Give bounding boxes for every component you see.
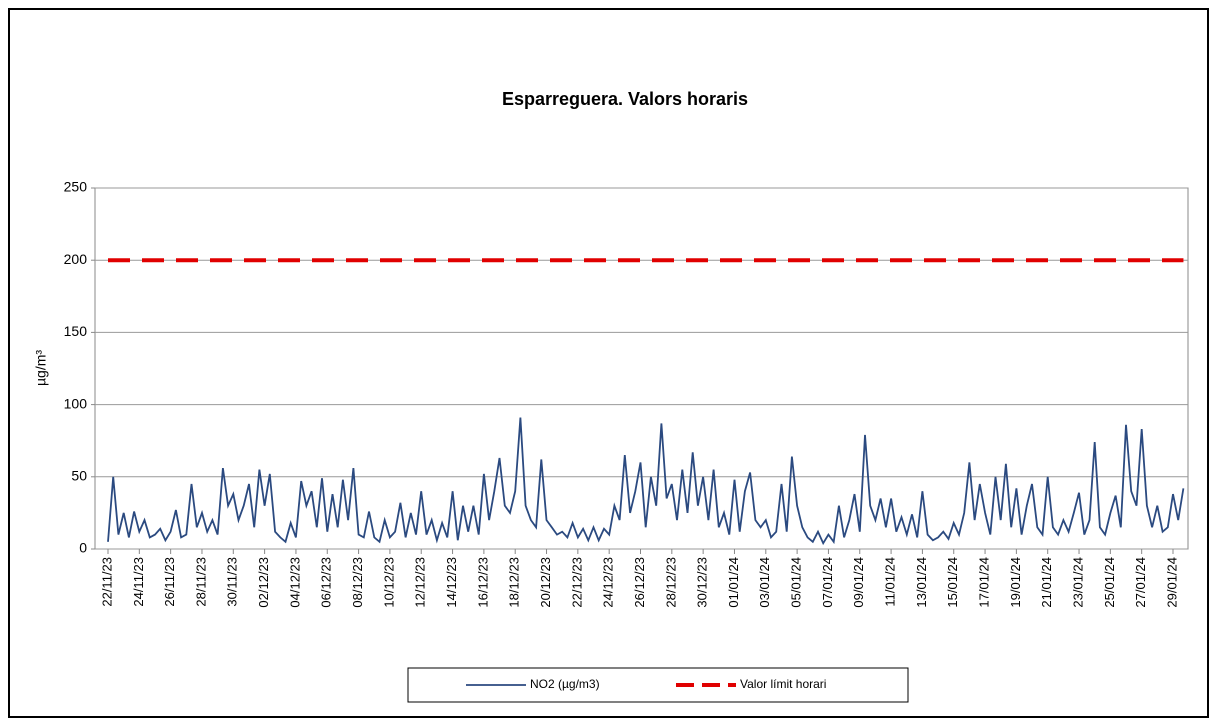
y-tick-label: 200 bbox=[64, 251, 88, 267]
x-tick-label: 23/01/24 bbox=[1070, 557, 1085, 608]
x-tick-label: 17/01/24 bbox=[976, 557, 991, 608]
data-line bbox=[107, 417, 1185, 546]
x-tick-label: 30/11/23 bbox=[225, 557, 240, 607]
y-tick-label: 250 bbox=[64, 179, 88, 195]
plot-area bbox=[94, 187, 1189, 550]
x-tick-label: 26/11/23 bbox=[162, 557, 177, 607]
x-tick-label: 15/01/24 bbox=[945, 557, 960, 608]
x-tick-label: 01/01/24 bbox=[726, 557, 741, 608]
x-tick-label: 19/01/24 bbox=[1008, 557, 1023, 608]
x-tick-label: 24/11/23 bbox=[131, 557, 146, 607]
x-tick-label: 13/01/24 bbox=[914, 557, 929, 608]
x-tick-label: 06/12/23 bbox=[319, 557, 334, 608]
x-tick-label: 27/01/24 bbox=[1133, 557, 1148, 608]
x-tick-label: 21/01/24 bbox=[1039, 557, 1054, 608]
x-tick-label: 14/12/23 bbox=[444, 557, 459, 608]
x-tick-label: 20/12/23 bbox=[538, 557, 553, 608]
x-tick-label: 28/11/23 bbox=[193, 557, 208, 607]
x-tick-label: 22/12/23 bbox=[569, 557, 584, 608]
x-tick-label: 07/01/24 bbox=[820, 557, 835, 608]
chart-title: Esparreguera. Valors horaris bbox=[502, 89, 748, 109]
legend-label: Valor límit horari bbox=[740, 677, 826, 691]
x-tick-label: 04/12/23 bbox=[287, 557, 302, 608]
x-tick-label: 16/12/23 bbox=[475, 557, 490, 608]
y-tick-label: 100 bbox=[64, 395, 88, 411]
x-tick-label: 12/12/23 bbox=[413, 557, 428, 608]
x-tick-label: 26/12/23 bbox=[632, 557, 647, 608]
y-axis-label: µg/m³ bbox=[33, 350, 49, 386]
x-tick-label: 10/12/23 bbox=[381, 557, 396, 608]
x-tick-label: 18/12/23 bbox=[507, 557, 522, 608]
x-tick-label: 22/11/23 bbox=[99, 557, 114, 607]
y-tick-label: 50 bbox=[71, 468, 87, 484]
x-tick-label: 24/12/23 bbox=[601, 557, 616, 608]
y-tick-label: 150 bbox=[64, 323, 88, 339]
x-tick-label: 28/12/23 bbox=[663, 557, 678, 608]
x-tick-label: 29/01/24 bbox=[1164, 557, 1179, 608]
x-tick-label: 30/12/23 bbox=[695, 557, 710, 608]
x-tick-label: 09/01/24 bbox=[851, 557, 866, 608]
y-tick-label: 0 bbox=[79, 540, 87, 556]
x-tick-label: 25/01/24 bbox=[1102, 557, 1117, 608]
x-tick-label: 03/01/24 bbox=[757, 557, 772, 608]
x-tick-label: 11/01/24 bbox=[883, 557, 898, 607]
x-tick-label: 08/12/23 bbox=[350, 557, 365, 608]
x-tick-label: 05/01/24 bbox=[789, 557, 804, 608]
legend-label: NO2 (µg/m3) bbox=[530, 677, 600, 691]
x-tick-label: 02/12/23 bbox=[256, 557, 271, 608]
